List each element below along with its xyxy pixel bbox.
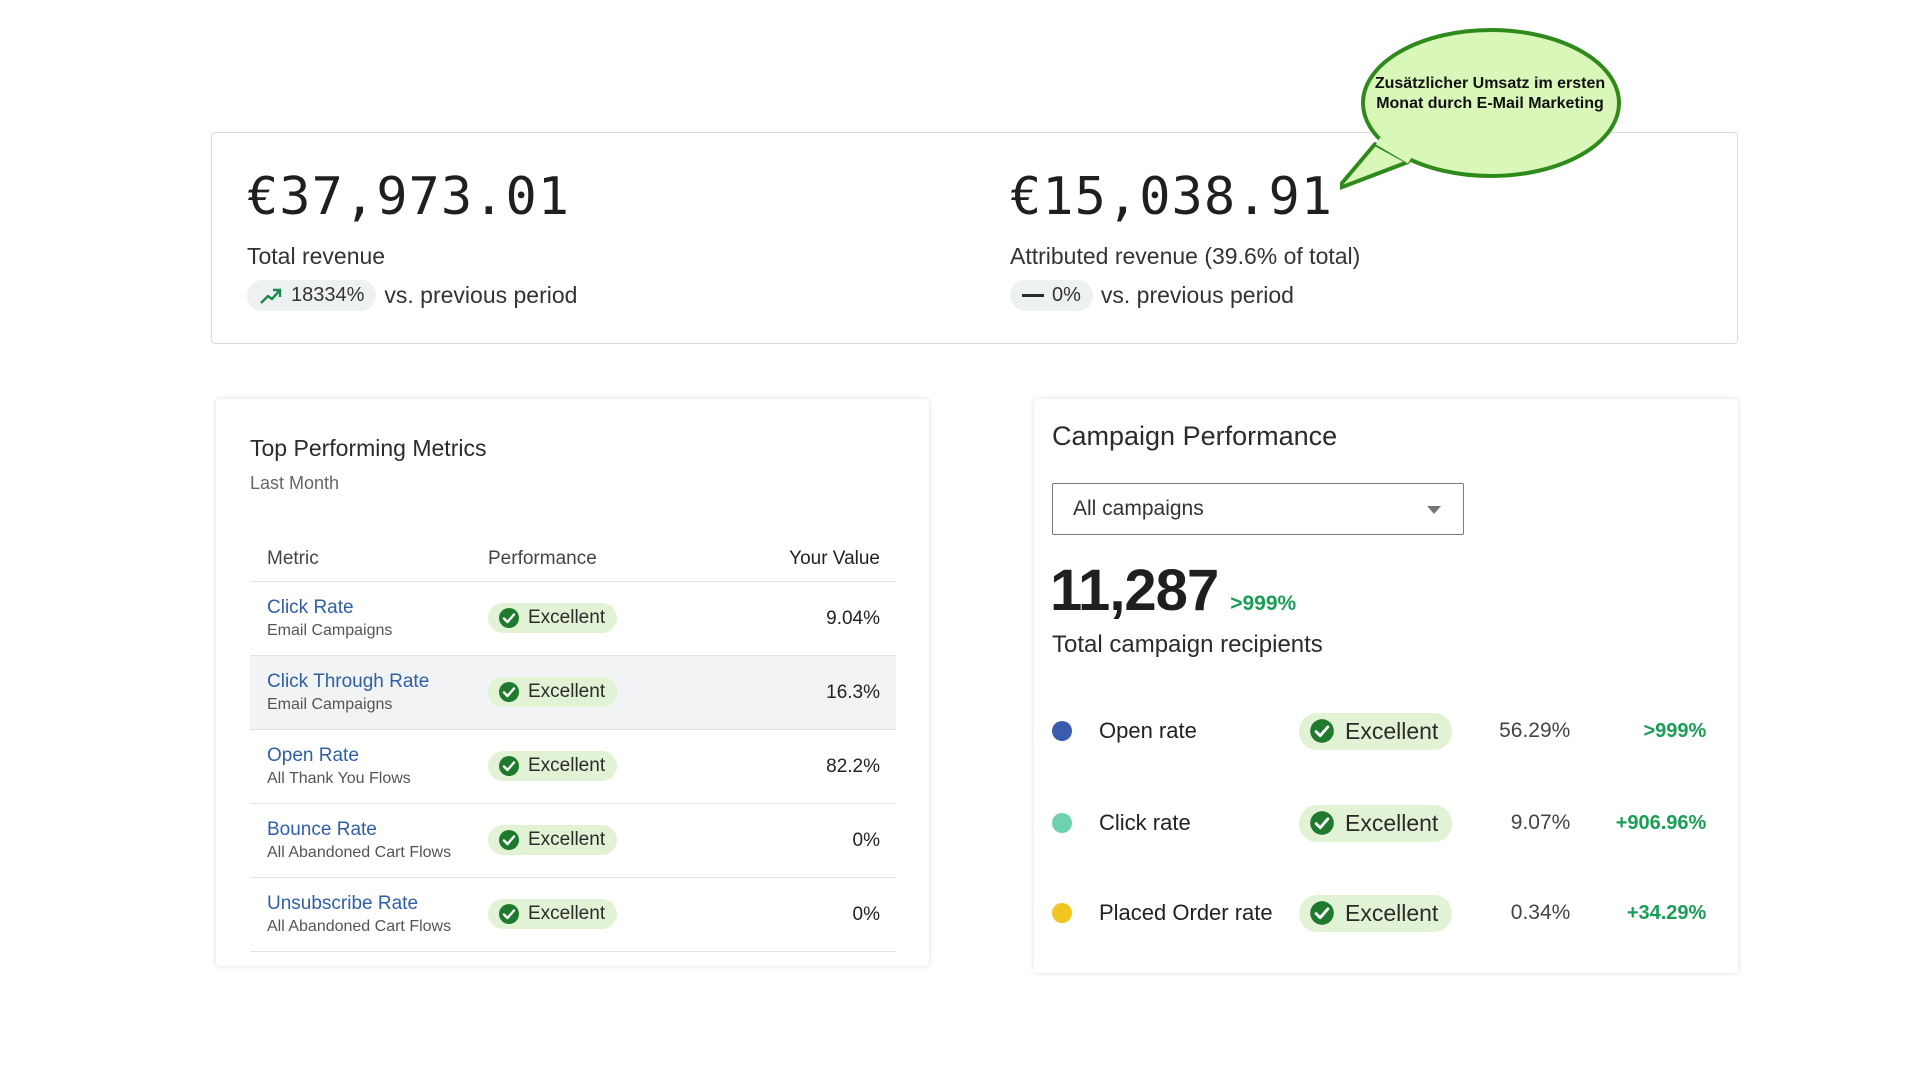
performance-label: Excellent [528, 607, 606, 628]
campaign-metric-row: Click rate Excellent 9.07% +906.96% [1052, 800, 1718, 846]
performance-badge: Excellent [488, 751, 618, 781]
metric-link-click-through-rate[interactable]: Click Through Rate [267, 671, 430, 692]
attributed-revenue-comparison: vs. previous period [1100, 282, 1294, 308]
chevron-down-icon [1427, 506, 1441, 514]
metric-source: All Thank You Flows [267, 770, 411, 787]
metric-value: 0% [852, 903, 880, 925]
campaign-metric-change: +34.29% [1626, 901, 1707, 924]
check-circle-icon [499, 682, 519, 702]
performance-badge: Excellent [488, 825, 618, 855]
campaign-select-value: All campaigns [1073, 497, 1204, 520]
metric-link-bounce-rate[interactable]: Bounce Rate [267, 819, 377, 840]
campaign-metric-row: Placed Order rate Excellent 0.34% +34.29… [1052, 890, 1718, 936]
attributed-revenue-amount: €15,038.91 [1010, 167, 1334, 227]
callout-text: Zusätzlicher Umsatz im ersten Monat durc… [1374, 75, 1606, 112]
total-recipients-value: 11,287 [1050, 558, 1219, 623]
total-revenue-amount: €37,973.01 [247, 167, 571, 227]
performance-badge: Excellent [1299, 894, 1453, 932]
campaign-metric-value: 56.29% [1499, 719, 1571, 742]
metric-link-open-rate[interactable]: Open Rate [267, 745, 359, 766]
check-circle-icon [1310, 811, 1334, 835]
performance-label: Excellent [528, 829, 606, 850]
attributed-revenue-label: Attributed revenue (39.6% of total) [1010, 243, 1361, 269]
metric-source: All Abandoned Cart Flows [267, 918, 452, 935]
check-circle-icon [499, 904, 519, 924]
attributed-revenue-change-value: 0% [1052, 284, 1081, 306]
campaign-metric-value: 9.07% [1510, 811, 1571, 834]
performance-label: Excellent [1345, 717, 1439, 744]
dash-icon [1022, 294, 1044, 297]
metric-value: 9.04% [826, 607, 880, 629]
metrics-title: Top Performing Metrics [250, 435, 487, 461]
performance-badge: Excellent [488, 677, 618, 707]
total-recipients-change: >999% [1230, 592, 1297, 615]
campaign-metric-name: Placed Order rate [1099, 900, 1273, 925]
metric-source: Email Campaigns [267, 696, 393, 713]
campaign-metric-row: Open rate Excellent 56.29% >999% [1052, 708, 1718, 754]
performance-badge: Excellent [488, 899, 618, 929]
metrics-table-header: Metric Performance Your Value [250, 537, 896, 582]
check-circle-icon [499, 608, 519, 628]
metric-value: 0% [852, 829, 880, 851]
campaign-metric-change: +906.96% [1615, 811, 1707, 834]
trend-up-icon [260, 288, 282, 304]
speech-bubble-callout [1340, 28, 1621, 190]
table-row: Unsubscribe Rate All Abandoned Cart Flow… [250, 878, 896, 952]
campaign-metric-change: >999% [1643, 719, 1707, 742]
check-circle-icon [1310, 719, 1334, 743]
series-dot [1052, 903, 1072, 923]
metric-source: Email Campaigns [267, 622, 393, 639]
metrics-table: Metric Performance Your Value Click Rate… [250, 537, 896, 952]
total-revenue-change-pill: 18334% [247, 280, 377, 311]
performance-label: Excellent [528, 903, 606, 924]
metrics-period: Last Month [250, 473, 340, 493]
performance-label: Excellent [1345, 899, 1439, 926]
check-circle-icon [1310, 901, 1334, 925]
table-row: Click Through Rate Email Campaigns Excel… [250, 656, 896, 730]
metric-link-unsubscribe-rate[interactable]: Unsubscribe Rate [267, 893, 419, 914]
campaign-metric-name: Open rate [1099, 718, 1197, 743]
metric-value: 16.3% [826, 681, 880, 703]
header-performance: Performance [488, 548, 597, 569]
metric-value: 82.2% [826, 755, 880, 777]
performance-badge: Excellent [1299, 712, 1453, 750]
campaign-metric-value: 0.34% [1510, 901, 1571, 924]
campaign-total: 11,287 >999% [1050, 557, 1296, 624]
attributed-revenue-change-pill: 0% [1010, 280, 1093, 311]
metric-link-click-rate[interactable]: Click Rate [267, 597, 354, 618]
total-recipients-label: Total campaign recipients [1052, 631, 1323, 658]
header-metric: Metric [267, 548, 319, 569]
performance-label: Excellent [528, 755, 606, 776]
series-dot [1052, 813, 1072, 833]
attributed-revenue-block: €15,038.91 Attributed revenue (39.6% of … [1010, 171, 1360, 311]
check-circle-icon [499, 756, 519, 776]
check-circle-icon [499, 830, 519, 850]
campaign-performance-card: Campaign Performance All campaigns 11,28… [1034, 399, 1738, 973]
series-dot [1052, 721, 1072, 741]
campaign-select[interactable]: All campaigns [1052, 483, 1464, 535]
performance-badge: Excellent [488, 603, 618, 633]
header-value: Your Value [789, 548, 880, 569]
top-performing-metrics-card: Top Performing Metrics Last Month Metric… [216, 399, 929, 966]
performance-label: Excellent [528, 681, 606, 702]
table-row: Click Rate Email Campaigns Excellent 9.0… [250, 582, 896, 656]
table-row: Bounce Rate All Abandoned Cart Flows Exc… [250, 804, 896, 878]
campaign-title: Campaign Performance [1052, 421, 1338, 451]
attributed-revenue-change: 0% vs. previous period [1010, 280, 1360, 311]
total-revenue-comparison: vs. previous period [384, 282, 578, 308]
total-revenue-block: €37,973.01 Total revenue 18334% vs. prev… [247, 171, 577, 311]
performance-label: Excellent [1345, 809, 1439, 836]
metric-source: All Abandoned Cart Flows [267, 844, 452, 861]
total-revenue-label: Total revenue [247, 243, 386, 269]
table-row: Open Rate All Thank You Flows Excellent … [250, 730, 896, 804]
performance-badge: Excellent [1299, 804, 1453, 842]
total-revenue-change-value: 18334% [291, 284, 365, 306]
campaign-metric-name: Click rate [1099, 810, 1191, 835]
total-revenue-change: 18334% vs. previous period [247, 280, 577, 311]
